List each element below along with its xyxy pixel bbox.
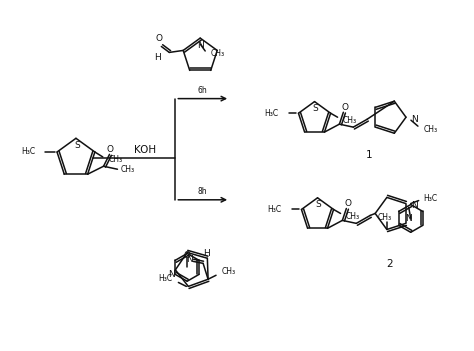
- Text: 2: 2: [386, 259, 392, 269]
- Text: 1: 1: [366, 150, 373, 160]
- Text: CH₃: CH₃: [424, 125, 438, 134]
- Text: S: S: [316, 200, 321, 209]
- Text: CH₃: CH₃: [120, 165, 135, 174]
- Text: 6h: 6h: [198, 86, 208, 95]
- Text: N: N: [405, 214, 412, 223]
- Text: O: O: [184, 251, 191, 260]
- Text: O: O: [345, 199, 352, 208]
- Text: H: H: [154, 53, 161, 62]
- Text: S: S: [313, 104, 319, 113]
- Text: O: O: [342, 103, 349, 112]
- Text: H₃C: H₃C: [267, 205, 282, 214]
- Text: CH₃: CH₃: [346, 212, 360, 221]
- Text: H₃C: H₃C: [158, 274, 173, 283]
- Text: CH₃: CH₃: [378, 213, 392, 222]
- Text: N: N: [411, 201, 418, 210]
- Text: H₃C: H₃C: [21, 146, 35, 155]
- Text: O: O: [156, 34, 163, 43]
- Text: CH₃: CH₃: [210, 49, 224, 59]
- Text: S: S: [74, 141, 80, 150]
- Text: N: N: [168, 270, 175, 279]
- Text: 8h: 8h: [198, 187, 208, 196]
- Text: O: O: [106, 145, 113, 154]
- Text: N: N: [197, 41, 204, 49]
- Text: H₃C: H₃C: [424, 194, 438, 203]
- Text: H: H: [203, 249, 210, 258]
- Text: CH₃: CH₃: [222, 267, 236, 276]
- Text: H₃C: H₃C: [264, 109, 279, 118]
- Text: KOH: KOH: [135, 145, 156, 155]
- Text: N: N: [411, 115, 418, 124]
- Text: CH₃: CH₃: [343, 116, 356, 125]
- Text: CH₃: CH₃: [109, 155, 123, 165]
- Text: N: N: [186, 255, 192, 264]
